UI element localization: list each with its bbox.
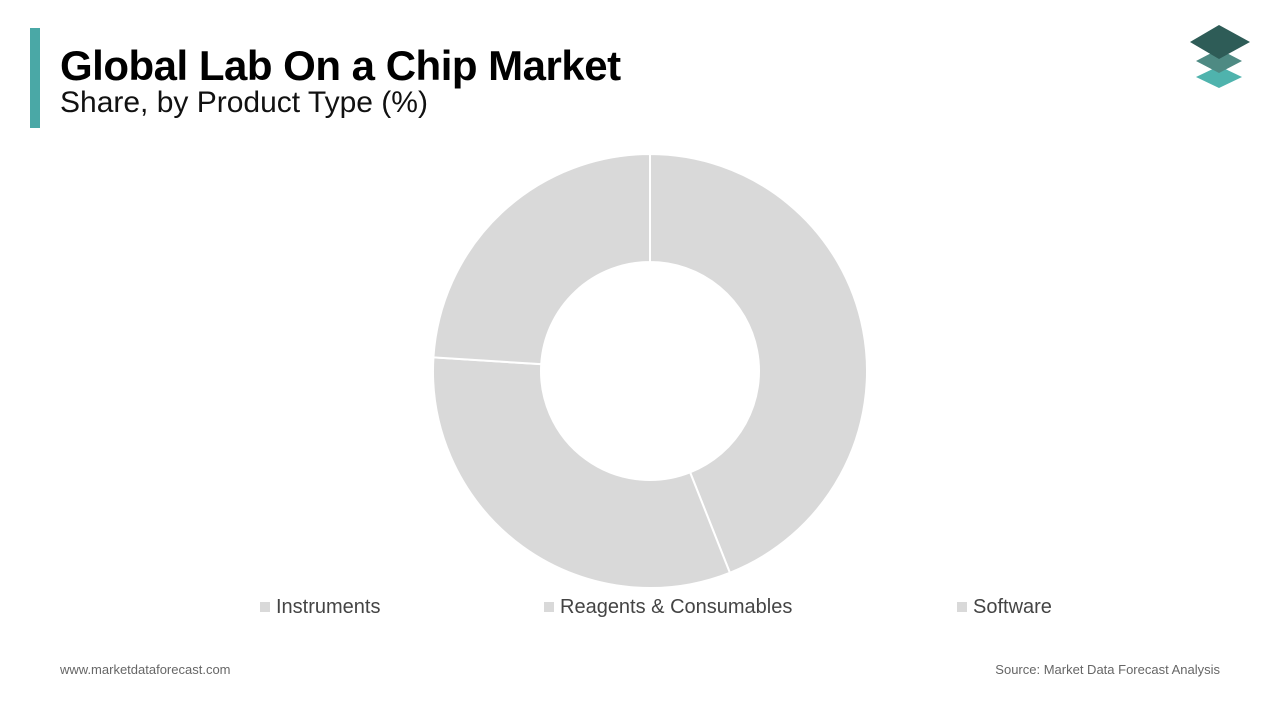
footer-source: Source: Market Data Forecast Analysis <box>995 662 1220 677</box>
pie-slice-reagents-consumables <box>432 356 732 589</box>
legend-swatch <box>260 602 270 612</box>
pie-slice-software <box>432 152 651 366</box>
page-title: Global Lab On a Chip Market <box>60 42 621 89</box>
legend-label: Instruments <box>276 595 381 618</box>
legend-item-reagents-consumables: Reagents & Consumables <box>544 594 792 620</box>
logo-layer-top <box>1190 25 1250 59</box>
pie-slice-instruments <box>649 152 868 575</box>
legend-item-software: Software <box>957 594 1052 620</box>
logo-layer-middle <box>1196 49 1242 73</box>
legend-swatch <box>957 602 967 612</box>
title-accent-bar <box>30 28 40 128</box>
legend-label: Software <box>973 595 1052 618</box>
legend-label: Reagents & Consumables <box>560 595 793 618</box>
chart-legend: Instruments Reagents & Consumables Softwar… <box>0 594 1280 620</box>
legend-item-instruments: Instruments <box>260 594 380 620</box>
donut-chart <box>432 152 868 589</box>
footer-website: www.marketdataforecast.com <box>60 662 231 677</box>
stacked-layers-logo-icon <box>1190 25 1250 88</box>
page-subtitle: Share, by Product Type (%) <box>60 86 428 119</box>
logo-layer-bottom <box>1196 66 1242 88</box>
legend-swatch <box>544 602 554 612</box>
